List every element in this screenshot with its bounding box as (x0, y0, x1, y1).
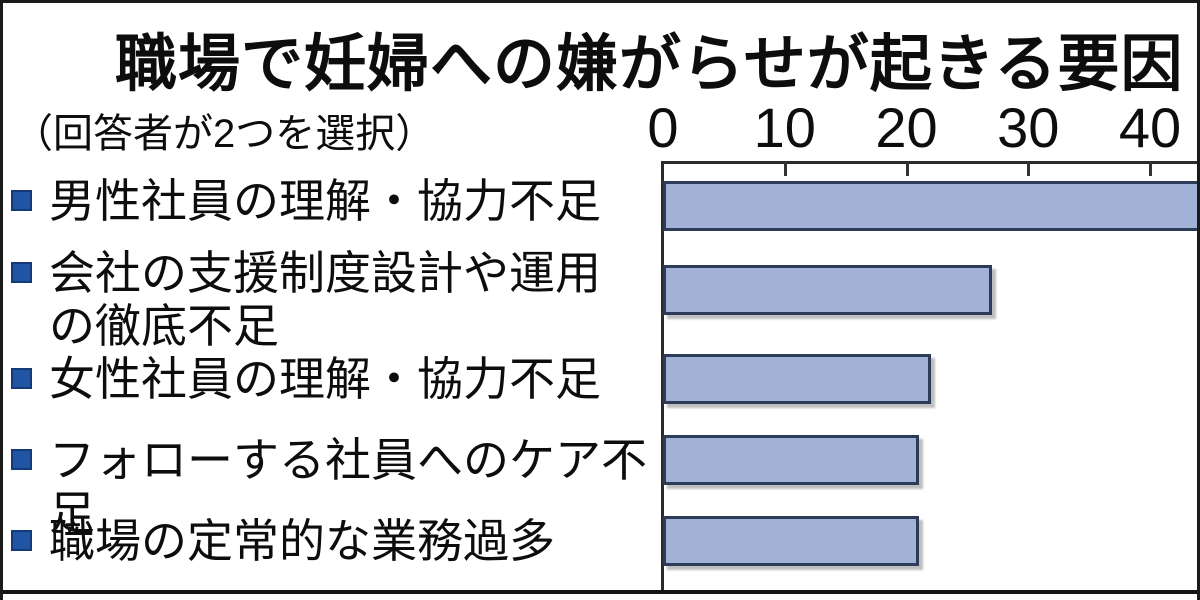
category-label-row: 女性社員の理解・協力不足 (11, 353, 663, 406)
bar (663, 265, 992, 315)
category-label-row: 会社の支援制度設計や運用 の徹底不足 (11, 247, 663, 353)
x-axis-tick-label: 30 (997, 96, 1060, 159)
category-label-row: フォローする社員へのケア不足 (11, 434, 663, 540)
bullet-square-icon (11, 190, 32, 211)
x-axis-tick-mark (905, 161, 909, 176)
category-label-row: 男性社員の理解・協力不足 (11, 175, 663, 228)
bottom-border-line (3, 590, 1197, 594)
x-axis-tick-mark (1027, 161, 1031, 176)
bar (663, 354, 931, 404)
category-label: フォローする社員へのケア不足 (49, 434, 647, 539)
x-axis-tick-label: 20 (875, 96, 938, 159)
bullet-square-icon (11, 449, 32, 470)
x-axis-tick-label: 0 (647, 96, 679, 159)
y-axis-line (661, 161, 664, 592)
bar (663, 181, 1197, 231)
chart-title: 職場で妊婦への嫌がらせが起きる要因 (115, 30, 1184, 99)
bullet-square-icon (11, 368, 32, 389)
category-label: 女性社員の理解・協力不足 (49, 353, 601, 405)
chart-subtitle: （回答者が2つを選択） (13, 112, 436, 156)
bar (663, 435, 919, 485)
x-axis-tick-label: 10 (753, 96, 816, 159)
bullet-square-icon (11, 262, 32, 283)
bar (663, 516, 919, 566)
category-label: 職場の定常的な業務過多 (49, 515, 555, 567)
x-axis-tick-mark (783, 161, 787, 176)
x-axis-line (661, 161, 1197, 164)
category-label: 会社の支援制度設計や運用 の徹底不足 (49, 247, 601, 352)
x-axis-tick-label: 40 (1118, 96, 1182, 159)
category-label-row: 職場の定常的な業務過多 (11, 515, 663, 568)
category-label: 男性社員の理解・協力不足 (49, 175, 601, 227)
x-axis-tick-mark (1149, 161, 1152, 176)
bullet-square-icon (11, 530, 32, 551)
